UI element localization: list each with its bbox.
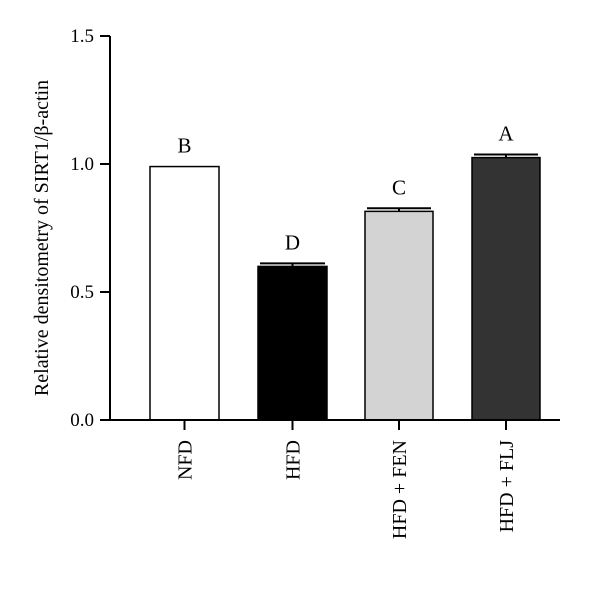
significance-label: D — [285, 230, 300, 254]
bar-hfd-flj — [471, 156, 541, 421]
y-axis: 0.0 0.5 1.0 1.5 — [70, 26, 111, 431]
x-tick-label: NFD — [175, 440, 197, 480]
x-tick-label: HFD + FEN — [389, 440, 411, 539]
y-tick-label: 0.0 — [70, 410, 94, 431]
bar-hfd-fen — [364, 210, 434, 421]
x-axis: NFD HFD HFD + FEN HFD + FLJ — [109, 419, 560, 539]
bars: B D C A — [149, 122, 541, 421]
y-tick-label: 1.0 — [70, 154, 94, 175]
significance-label: A — [498, 122, 514, 146]
bar-nfd — [149, 165, 220, 421]
significance-label: B — [177, 134, 191, 158]
x-tick-label: HFD + FLJ — [496, 440, 518, 533]
y-tick-label: 1.5 — [70, 26, 94, 47]
y-tick-label: 0.5 — [70, 282, 94, 303]
bar-hfd — [257, 265, 328, 421]
significance-label: C — [392, 175, 406, 199]
y-axis-title: Relative densitometry of SIRT1/β-actin — [31, 80, 53, 396]
x-tick-label: HFD — [283, 440, 305, 480]
